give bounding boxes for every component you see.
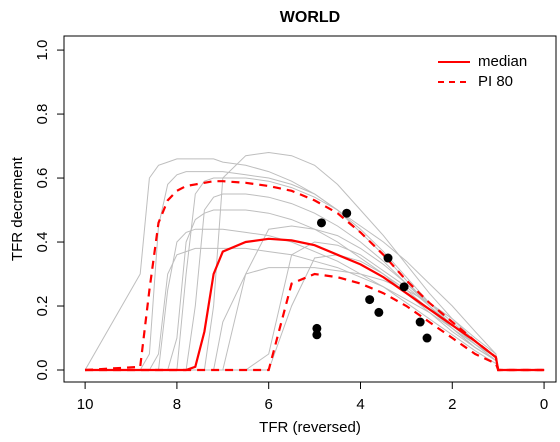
observed-point xyxy=(365,295,375,305)
series-line xyxy=(85,272,545,372)
y-tick-label: 0.4 xyxy=(34,232,51,253)
observed-point xyxy=(342,208,352,218)
series-line xyxy=(85,237,545,372)
observed-point xyxy=(312,330,322,340)
y-tick-label: 0.6 xyxy=(34,168,51,189)
trajectory xyxy=(85,193,545,371)
y-tick-label: 1.0 xyxy=(34,40,51,61)
observed-point xyxy=(374,307,384,317)
x-tick-label: 6 xyxy=(265,396,273,413)
y-tick-label: 0.2 xyxy=(34,296,51,317)
x-tick-label: 2 xyxy=(448,396,456,413)
trajectory xyxy=(85,225,545,371)
trajectory xyxy=(85,228,545,371)
x-axis-label: TFR (reversed) xyxy=(259,419,361,436)
x-tick-label: 0 xyxy=(540,396,548,413)
observed-point xyxy=(316,218,326,228)
x-tick-label: 10 xyxy=(77,396,94,413)
trajectory xyxy=(85,247,545,371)
observed-point xyxy=(312,323,322,333)
y-axis-label: TFR decrement xyxy=(9,156,26,261)
observed-point xyxy=(399,282,409,292)
legend-label: median xyxy=(478,53,527,70)
observed-point xyxy=(383,253,393,263)
x-tick-label: 8 xyxy=(173,396,181,413)
x-tick-label: 4 xyxy=(356,396,364,413)
y-tick-label: 0.8 xyxy=(34,104,51,125)
legend-label: PI 80 xyxy=(478,73,513,90)
observed-point xyxy=(422,333,432,343)
chart-title: WORLD xyxy=(280,9,340,26)
observed-point xyxy=(415,317,425,327)
series-line xyxy=(85,180,545,372)
y-tick-label: 0.0 xyxy=(34,360,51,381)
